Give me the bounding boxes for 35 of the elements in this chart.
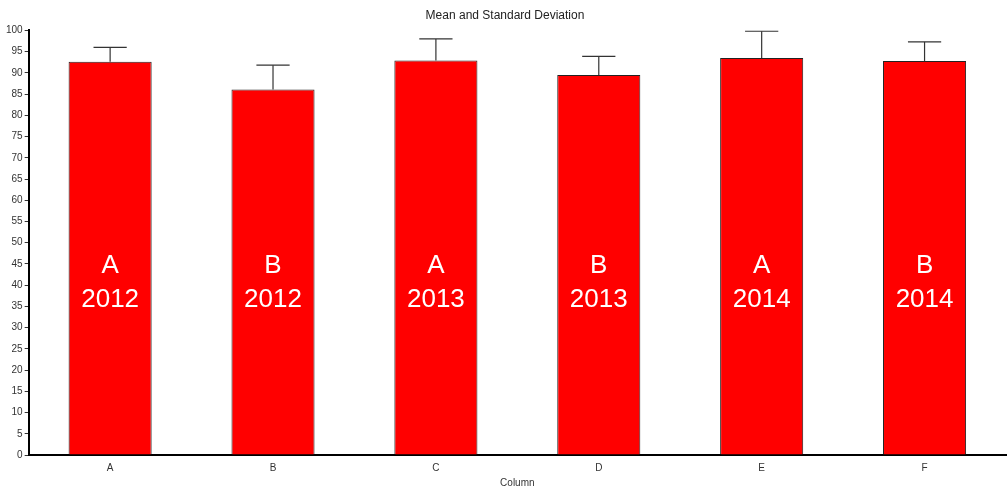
annotation: A 2014 [732, 249, 791, 314]
y-tick-label: 40 [11, 278, 24, 290]
y-tick-label: 5 [17, 427, 24, 439]
y-tick-label: 75 [11, 130, 24, 142]
x-axis-title: Column [500, 476, 535, 488]
y-tick-label: 30 [11, 321, 24, 333]
y-tick-label: 85 [11, 87, 24, 99]
y-tick-label: 10 [11, 406, 24, 418]
y-tick-label: 95 [11, 45, 24, 57]
x-tick-label: F [921, 461, 928, 473]
y-tick-label: 60 [11, 193, 24, 205]
y-tick-label: 0 [17, 448, 24, 460]
y-tick-label: 45 [11, 257, 24, 269]
y-tick-label: 80 [11, 109, 24, 121]
y-tick-label: 15 [11, 385, 24, 397]
x-tick-label: E [758, 461, 766, 473]
annotation: B 2014 [895, 249, 954, 314]
x-tick-label: C [432, 461, 440, 473]
x-tick-label: A [106, 461, 114, 473]
y-tick-label: 65 [11, 172, 24, 184]
y-tick-label: 25 [11, 342, 24, 354]
annotation: B 2012 [244, 249, 302, 314]
y-tick-label: 100 [6, 24, 24, 36]
y-tick-label: 70 [11, 151, 24, 163]
y-tick-label: 50 [11, 236, 24, 248]
x-tick-label: B [269, 461, 277, 473]
x-tick-label: D [595, 461, 603, 473]
y-tick-label: 55 [11, 215, 24, 227]
y-tick-label: 90 [11, 66, 24, 78]
annotation: A 2012 [81, 249, 140, 314]
annotation: A 2013 [406, 249, 465, 314]
annotation: B 2013 [569, 249, 628, 314]
y-tick-label: 35 [11, 300, 24, 312]
y-tick-label: 20 [11, 363, 24, 375]
chart-title: Mean and Standard Deviation [425, 7, 585, 22]
